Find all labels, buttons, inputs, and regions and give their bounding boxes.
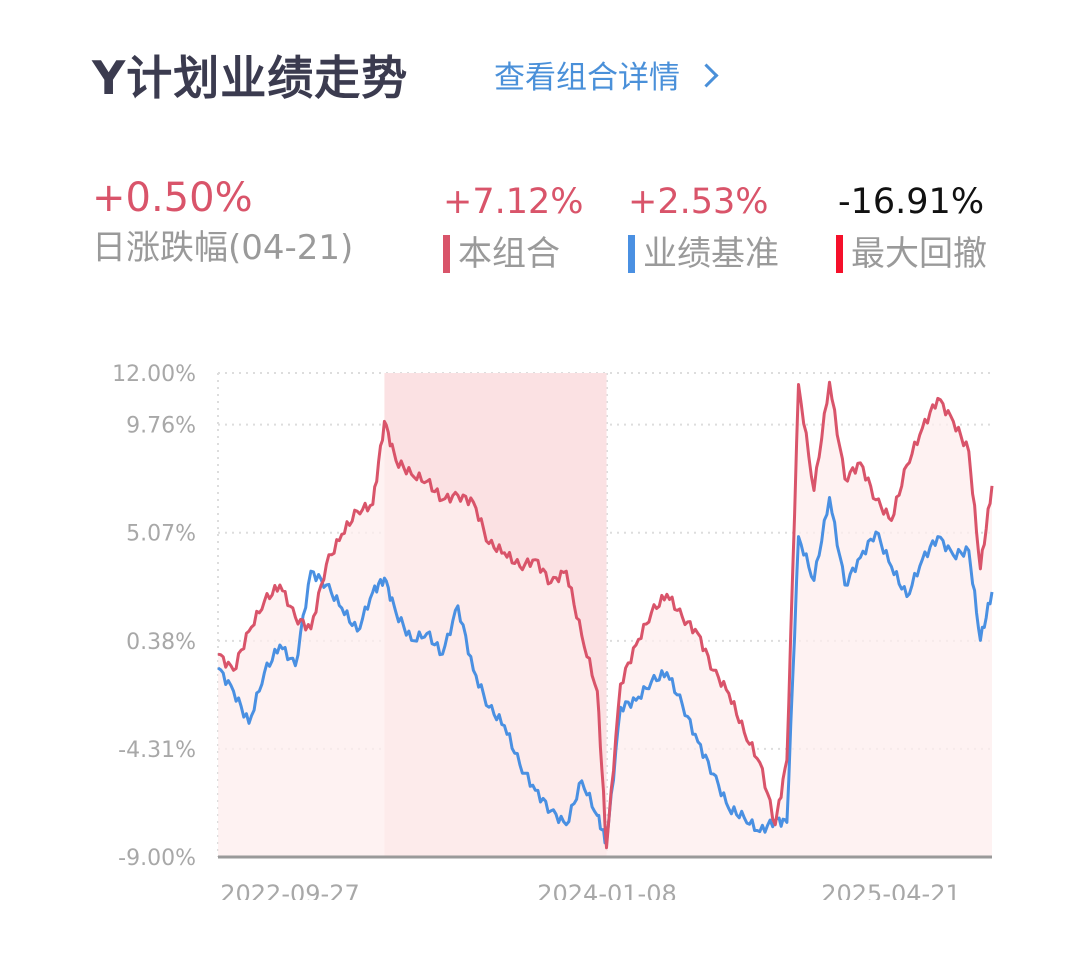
portfolio-area-fill bbox=[218, 382, 992, 857]
portfolio-legend: 本组合 bbox=[443, 232, 584, 276]
portfolio-line bbox=[217, 380, 994, 850]
max-drawdown-label: 最大回撤 bbox=[851, 234, 987, 274]
series-lines bbox=[217, 380, 994, 850]
portfolio-swatch-icon bbox=[443, 235, 450, 273]
y-tick-label: -4.31% bbox=[118, 738, 196, 763]
benchmark-swatch-icon bbox=[628, 235, 635, 273]
benchmark-return-value: +2.53% bbox=[628, 182, 769, 222]
stat-max-drawdown[interactable]: -16.91% 最大回撤 bbox=[836, 178, 987, 276]
x-tick-label: 2025-04-21 bbox=[821, 880, 960, 900]
page-title: Y计划业绩走势 bbox=[92, 51, 409, 105]
detail-link-label: 查看组合详情 bbox=[494, 60, 680, 96]
y-tick-label: 5.07% bbox=[126, 522, 196, 547]
stat-daily-change: +0.50% 日涨跌幅(04-21) bbox=[92, 174, 353, 270]
header: Y计划业绩走势 bbox=[92, 40, 408, 110]
portfolio-return-value: +7.12% bbox=[443, 182, 584, 222]
max-drawdown-legend: 最大回撤 bbox=[836, 232, 987, 276]
drawdown-swatch-icon bbox=[836, 235, 843, 273]
chevron-right-icon bbox=[694, 63, 719, 88]
performance-chart[interactable]: 12.00% 9.76% 5.07% 0.38% -4.31% -9.00% 2022-0… bbox=[0, 340, 1080, 900]
y-tick-label: 0.38% bbox=[126, 630, 196, 655]
portfolio-label: 本组合 bbox=[458, 234, 560, 274]
y-axis: 12.00% 9.76% 5.07% 0.38% -4.31% -9.00% bbox=[112, 362, 196, 871]
x-tick-label: 2024-01-08 bbox=[537, 880, 676, 900]
daily-change-label: 日涨跌幅(04-21) bbox=[92, 228, 354, 268]
x-axis: 2022-09-27 2024-01-08 2025-04-21 bbox=[218, 855, 992, 900]
max-drawdown-value: -16.91% bbox=[838, 182, 985, 222]
benchmark-legend: 业绩基准 bbox=[628, 232, 779, 276]
area-fills bbox=[218, 373, 992, 857]
stat-benchmark[interactable]: +2.53% 业绩基准 bbox=[628, 178, 779, 276]
y-tick-label: 12.00% bbox=[112, 362, 196, 387]
x-tick-label: 2022-09-27 bbox=[220, 880, 359, 900]
y-tick-label: -9.00% bbox=[118, 846, 196, 871]
y-tick-label: 9.76% bbox=[126, 414, 196, 439]
view-portfolio-details-link[interactable]: 查看组合详情 bbox=[494, 52, 719, 97]
benchmark-label: 业绩基准 bbox=[643, 234, 779, 274]
stat-portfolio[interactable]: +7.12% 本组合 bbox=[443, 178, 584, 276]
daily-change-value: +0.50% bbox=[92, 175, 253, 221]
